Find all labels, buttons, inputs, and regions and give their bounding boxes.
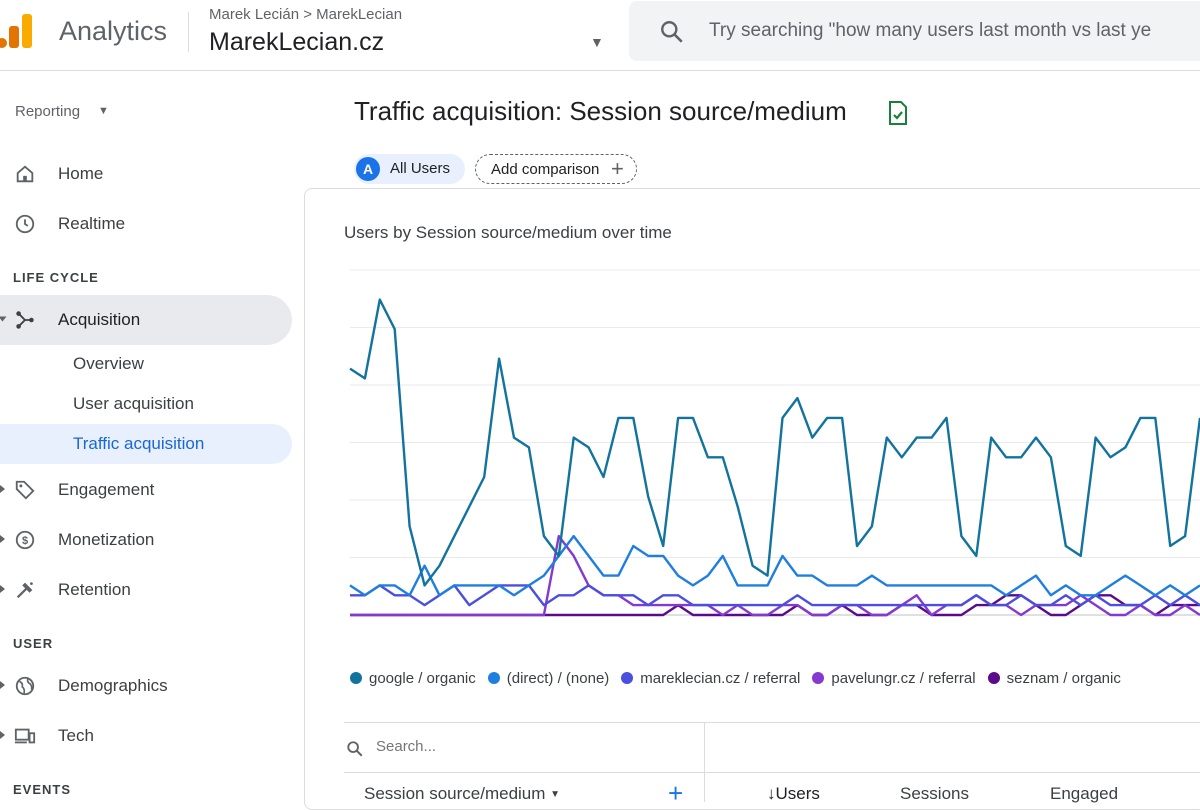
sidebar-item-label: Tech xyxy=(58,726,94,745)
breadcrumb-property: MarekLecian xyxy=(316,6,403,23)
app-name: Analytics xyxy=(59,16,168,46)
globe-icon xyxy=(15,676,35,696)
report-verified-icon[interactable] xyxy=(888,101,908,125)
legend-dot-icon xyxy=(987,672,1000,684)
series-line-direct[interactable] xyxy=(349,534,1200,597)
acquisition-icon xyxy=(16,311,34,329)
legend-dot-icon xyxy=(487,672,500,684)
table-divider xyxy=(344,722,1200,723)
sidebar-item-tech[interactable]: Tech xyxy=(0,711,292,761)
sidebar-item-label: Overview xyxy=(73,354,144,373)
add-dimension-plus-icon[interactable]: + xyxy=(668,778,684,808)
search-icon xyxy=(661,21,683,43)
add-comparison-button[interactable]: Add comparison + xyxy=(475,154,637,184)
sidebar-item-retention[interactable]: Retention xyxy=(0,565,292,615)
sidebar-item-label: Acquisition xyxy=(58,310,141,329)
segment-badge: A xyxy=(356,157,380,181)
legend-label: pavelungr.cz / referral xyxy=(831,670,976,687)
dimension-header-label: Session source/medium xyxy=(364,784,546,803)
section-events: EVENTS xyxy=(13,782,72,797)
sidebar-item-label: Realtime xyxy=(58,214,126,233)
breadcrumb[interactable]: Marek Lecián > MarekLecian xyxy=(209,6,402,23)
sidebar-item-realtime[interactable]: Realtime xyxy=(0,199,292,249)
sidebar-item-home[interactable]: Home xyxy=(0,149,292,199)
expand-arrow-icon xyxy=(0,316,7,322)
sidebar-subitem-overview[interactable]: Overview xyxy=(0,344,292,384)
reporting-dropdown[interactable]: Reporting xyxy=(15,103,81,120)
legend-item[interactable]: pavelungr.cz / referral xyxy=(812,670,976,687)
legend-item[interactable]: mareklecian.cz / referral xyxy=(621,670,800,687)
clock-icon xyxy=(15,214,35,234)
sidebar-item-label: Monetization xyxy=(58,530,155,549)
chart-title: Users by Session source/medium over time xyxy=(344,223,672,242)
retention-icon xyxy=(16,582,33,599)
series-line-mareklecian-referral[interactable] xyxy=(350,584,1200,607)
property-selector[interactable]: MarekLecian.cz xyxy=(209,28,385,56)
chevron-down-icon: ▼ xyxy=(550,789,561,800)
sidebar-item-label: Traffic acquisition xyxy=(73,434,205,453)
sessions-column-header[interactable]: Sessions xyxy=(900,784,969,803)
dollar-icon: $ xyxy=(15,530,35,550)
top-bar: Analytics Marek Lecián > MarekLecian Mar… xyxy=(0,0,1200,71)
sidebar-item-label: Home xyxy=(58,164,104,183)
users-column-header[interactable]: ↓Users xyxy=(767,784,820,803)
legend-item[interactable]: seznam / organic xyxy=(987,670,1121,687)
series-line-google-organic[interactable] xyxy=(349,298,1200,587)
add-comparison-label: Add comparison xyxy=(491,161,600,178)
search-box[interactable]: Try searching "how many users last month… xyxy=(629,1,1200,61)
sidebar-item-monetization[interactable]: $ Monetization xyxy=(0,515,292,565)
sidebar-item-label: Retention xyxy=(58,580,131,599)
segment-chip-all-users[interactable]: A All Users xyxy=(354,154,465,184)
engaged-column-header[interactable]: Engaged xyxy=(1050,784,1119,803)
page-title: Traffic acquisition: Session source/medi… xyxy=(354,96,847,126)
search-icon xyxy=(347,741,363,757)
table-divider xyxy=(344,772,1200,773)
sidebar: Reporting ▼ Home Realtime LIFE CYCLE Acq… xyxy=(0,71,304,800)
legend-item[interactable]: google / organic xyxy=(350,670,476,687)
breadcrumb-account: Marek Lecián xyxy=(209,6,300,23)
breadcrumb-separator: > xyxy=(303,6,312,23)
chevron-down-icon[interactable]: ▼ xyxy=(98,105,109,117)
expand-arrow-icon xyxy=(0,485,5,493)
home-icon xyxy=(16,165,34,183)
expand-arrow-icon xyxy=(0,535,5,543)
devices-icon xyxy=(14,728,36,744)
legend-item[interactable]: (direct) / (none) xyxy=(487,670,610,687)
sidebar-item-label: Demographics xyxy=(58,676,168,695)
segment-label: All Users xyxy=(390,160,451,177)
sidebar-subitem-traffic-acquisition[interactable]: Traffic acquisition xyxy=(0,424,292,464)
table-search-input[interactable] xyxy=(376,738,676,755)
chart-legend: google / organic (direct) / (none) marekle… xyxy=(350,670,1133,687)
sidebar-item-label: Engagement xyxy=(58,480,155,499)
dimension-column-header[interactable]: Session source/medium ▼ xyxy=(364,784,560,804)
sidebar-item-demographics[interactable]: Demographics xyxy=(0,661,292,711)
tag-icon xyxy=(15,480,35,500)
section-user: USER xyxy=(13,636,54,651)
sidebar-item-acquisition[interactable]: Acquisition xyxy=(0,295,292,345)
expand-arrow-icon xyxy=(0,731,5,739)
series-line-pavelungr-referral[interactable] xyxy=(350,534,1200,617)
legend-label: seznam / organic xyxy=(1006,670,1121,687)
expand-arrow-icon xyxy=(0,585,5,593)
section-life-cycle: LIFE CYCLE xyxy=(13,270,99,285)
legend-label: (direct) / (none) xyxy=(506,670,610,687)
line-chart xyxy=(349,269,1200,617)
expand-arrow-icon xyxy=(0,681,5,689)
legend-dot-icon xyxy=(812,672,825,684)
legend-label: google / organic xyxy=(369,670,476,687)
chevron-down-icon[interactable]: ▼ xyxy=(590,34,604,50)
legend-dot-icon xyxy=(621,672,634,684)
analytics-logo-icon[interactable] xyxy=(0,12,40,48)
divider xyxy=(188,12,189,52)
legend-label: mareklecian.cz / referral xyxy=(640,670,801,687)
sidebar-item-label: User acquisition xyxy=(73,394,194,413)
search-placeholder: Try searching "how many users last month… xyxy=(709,20,1152,41)
plus-icon: + xyxy=(611,156,624,181)
legend-dot-icon xyxy=(350,672,362,684)
svg-text:$: $ xyxy=(22,535,28,547)
sidebar-subitem-user-acquisition[interactable]: User acquisition xyxy=(0,384,292,424)
table-column-divider xyxy=(704,722,705,802)
sidebar-item-engagement[interactable]: Engagement xyxy=(0,465,292,515)
